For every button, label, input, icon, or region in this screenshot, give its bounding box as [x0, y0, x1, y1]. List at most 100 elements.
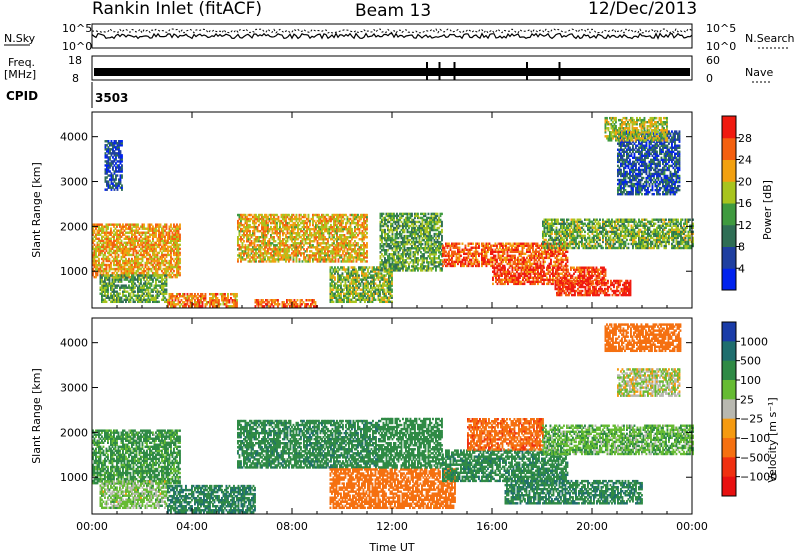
- echo-cell: [384, 288, 386, 290]
- echo-cell: [166, 223, 168, 225]
- echo-cell: [279, 303, 281, 305]
- echo-cell: [315, 301, 317, 303]
- echo-cell: [166, 288, 168, 290]
- echo-cell: [220, 303, 222, 305]
- freq-trace: [94, 68, 690, 76]
- echo-cell: [366, 232, 368, 234]
- echo-cell: [391, 288, 393, 290]
- echo-cell: [273, 236, 275, 238]
- echo-cell: [278, 216, 280, 218]
- echo-cell: [120, 150, 122, 152]
- echo-cell: [161, 274, 163, 276]
- echo-cell: [121, 164, 123, 166]
- echo-cell: [179, 266, 181, 268]
- echo-cell: [179, 244, 181, 246]
- nave-label: Nave: [745, 66, 773, 79]
- echo-cell: [137, 223, 139, 225]
- nsky-tick-top: 10^5: [62, 22, 92, 35]
- nsky-panel: N.Sky 10^5 10^0 10^5 10^0 N.Search: [4, 22, 795, 53]
- echo-cell: [441, 229, 443, 231]
- echo-cell: [441, 213, 443, 215]
- echo-cell: [383, 213, 385, 215]
- echo-cell: [333, 301, 335, 303]
- nave-tick-top: 60: [706, 54, 720, 67]
- freq-tick-bottom: 8: [72, 72, 79, 85]
- echo-cell: [134, 291, 136, 293]
- echo-cell: [179, 248, 181, 250]
- cpid-value: 3503: [95, 91, 128, 105]
- echo-cell: [366, 260, 368, 262]
- echo-cell: [417, 213, 419, 215]
- echo-cell: [121, 184, 123, 186]
- echo-cell: [184, 293, 186, 295]
- freq-label-line2: [MHz]: [4, 68, 36, 81]
- echo-cell: [179, 272, 181, 274]
- echo-cell: [160, 223, 162, 225]
- echo-cell: [308, 214, 310, 216]
- echo-cell: [98, 258, 100, 260]
- echo-cell: [121, 274, 123, 276]
- nsearch-tick-top: 10^5: [706, 22, 736, 35]
- echo-cell: [227, 293, 229, 295]
- echo-cell: [119, 293, 121, 295]
- echo-cell: [179, 252, 181, 254]
- station-title: Rankin Inlet (fitACF): [92, 0, 262, 19]
- echo-cell: [136, 236, 138, 238]
- echo-cell: [205, 293, 207, 295]
- echo-cell: [243, 240, 245, 242]
- echo-cell: [224, 293, 226, 295]
- date-title: 12/Dec/2013: [588, 0, 697, 19]
- echo-cell: [296, 214, 298, 216]
- echo-cell: [158, 301, 160, 303]
- beam-title: Beam 13: [355, 1, 431, 21]
- echo-cell: [145, 274, 147, 276]
- echo-cell: [121, 154, 123, 156]
- echo-cell: [299, 258, 301, 260]
- echo-cell: [275, 240, 277, 242]
- echo-cell: [366, 242, 368, 244]
- echo-cell: [179, 223, 181, 225]
- echo-cell: [118, 274, 120, 276]
- echo-cell: [366, 236, 368, 238]
- echo-cell: [166, 274, 168, 276]
- echo-cell: [121, 140, 123, 142]
- echo-cell: [411, 213, 413, 215]
- echo-cell: [441, 235, 443, 237]
- echo-cell: [441, 267, 443, 269]
- echo-cell: [106, 301, 108, 303]
- echo-cell: [121, 174, 123, 176]
- freq-panel: Freq. [MHz] 18 8 60 0 Nave: [4, 54, 773, 85]
- echo-cell: [366, 214, 368, 216]
- echo-cell: [369, 266, 371, 268]
- echo-cell: [297, 299, 299, 301]
- echo-cell: [384, 229, 386, 231]
- nsearch-label: N.Search: [745, 32, 795, 45]
- echo-cell: [236, 299, 238, 301]
- echo-cell: [366, 250, 368, 252]
- nsearch-tick-bottom: 10^0: [706, 40, 736, 53]
- echo-cell: [348, 266, 350, 268]
- echo-cell: [143, 223, 145, 225]
- echo-cell: [428, 213, 430, 215]
- echo-cell: [344, 218, 346, 220]
- echo-cell: [358, 274, 360, 276]
- echo-cell: [334, 276, 336, 278]
- echo-cell: [179, 234, 181, 236]
- echo-cell: [391, 295, 393, 297]
- freq-tick-top: 18: [68, 54, 82, 67]
- echo-cell: [305, 214, 307, 216]
- echo-cell: [387, 225, 389, 227]
- echo-cell: [437, 213, 439, 215]
- echo-cell: [277, 299, 279, 301]
- echo-cell: [166, 278, 168, 280]
- echo-cell: [422, 243, 424, 245]
- echo-cell: [217, 293, 219, 295]
- nsky-tick-bottom: 10^0: [62, 40, 92, 53]
- echo-cell: [127, 274, 129, 276]
- echo-cell: [142, 264, 144, 266]
- echo-cell: [366, 224, 368, 226]
- cpid-row: CPID 3503: [6, 82, 128, 108]
- echo-cell: [357, 242, 359, 244]
